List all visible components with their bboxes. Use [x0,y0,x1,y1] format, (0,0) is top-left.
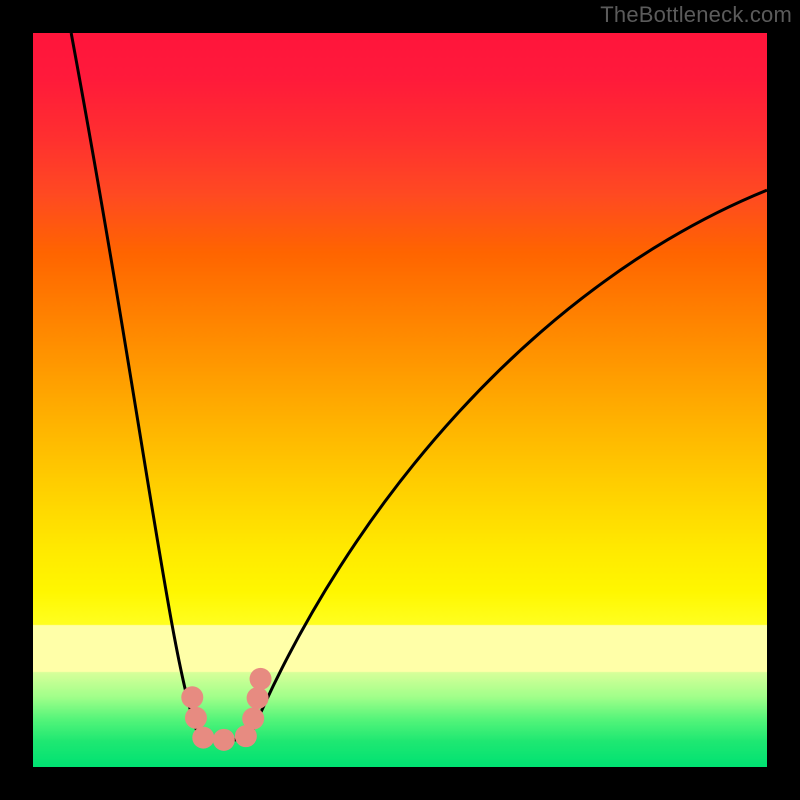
marker-group [181,668,271,751]
chart-frame [33,33,767,767]
watermark-text: TheBottleneck.com [600,2,792,28]
curve-marker [242,708,264,730]
bottleneck-curve-left [71,33,200,740]
chart-overlay [33,33,767,767]
curve-marker [213,729,235,751]
bottleneck-curve-right [249,190,767,740]
curve-marker [185,707,207,729]
curve-marker [181,686,203,708]
curve-marker [250,668,272,690]
curve-marker [192,727,214,749]
curve-marker [247,687,269,709]
